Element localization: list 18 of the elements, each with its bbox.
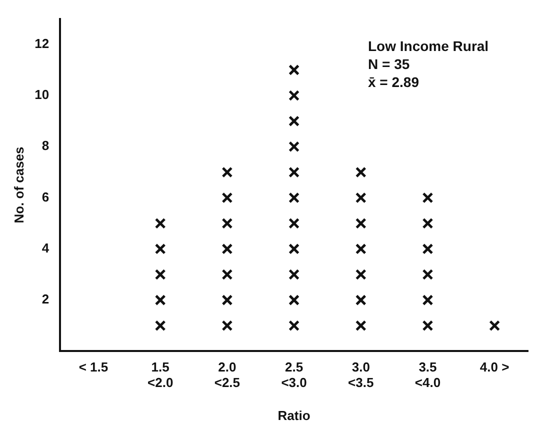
y-tick-label: 10 [34, 87, 50, 102]
x-tick-label: 2.5 <3.0 [281, 360, 307, 390]
y-tick-label: 4 [42, 240, 50, 256]
annotation: x̄ = 2.89 [368, 74, 420, 90]
x-tick-label: 1.5 <2.0 [147, 360, 174, 390]
y-axis-title: No. of cases [11, 146, 26, 224]
annotation: N = 35 [368, 56, 410, 72]
x-tick-label: 2.0 <2.5 [214, 360, 240, 390]
x-tick-label: < 1.5 [78, 360, 108, 375]
annotation: Low Income Rural [368, 38, 489, 54]
x-tick-label: 3.0 <3.5 [348, 360, 374, 390]
y-tick-label: 6 [42, 189, 50, 204]
x-tick-label: 3.5 <4.0 [414, 360, 441, 390]
y-tick-label: 12 [34, 36, 50, 51]
y-tick-label: 8 [42, 138, 50, 154]
x-axis-title: Ratio [278, 408, 310, 423]
x-tick-label: 4.0 > [480, 360, 510, 375]
y-tick-label: 2 [42, 292, 50, 307]
